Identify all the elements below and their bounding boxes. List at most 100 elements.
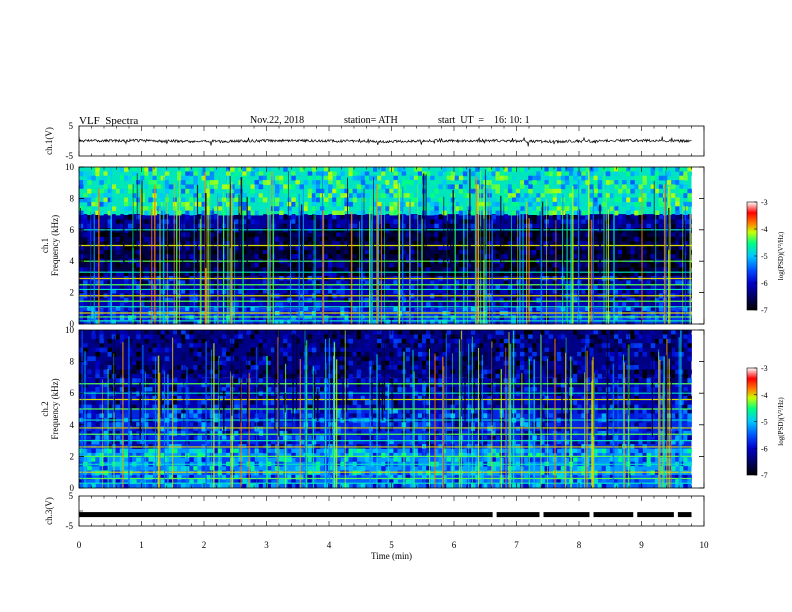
- ch1-spectrogram-cell: [373, 175, 378, 181]
- ch1-spectrogram-cell: [364, 215, 370, 220]
- ch1-spectrogram-cell: [536, 171, 541, 177]
- ch1-spectrogram-cell: [181, 280, 186, 286]
- ch1-spectrogram-cell: [217, 280, 223, 286]
- ch1-spectrogram-cell: [458, 254, 464, 259]
- ch1-spectrogram-cell: [181, 236, 186, 242]
- ch2-spectrogram-cell: [609, 382, 615, 388]
- ch1-spectrogram-cell: [123, 228, 129, 233]
- ch1-spectrogram-cell: [307, 167, 313, 172]
- ch1-spectrogram-cell: [462, 171, 468, 177]
- ch1-spectrogram-cell: [242, 167, 247, 172]
- ch1-spectrogram-cell: [148, 167, 153, 172]
- ch1-spectrogram-cell: [638, 267, 643, 273]
- ch1-spectrogram-cell: [683, 188, 688, 194]
- ch1-spectrogram-cell: [646, 193, 652, 198]
- ch1-spectrogram-cell: [634, 254, 639, 259]
- ch1-spectrogram-cell: [422, 262, 427, 268]
- ch1-spectrogram-cell: [413, 193, 419, 198]
- ch1-spectrogram-cell: [291, 249, 296, 255]
- ch1-spectrogram-cell: [181, 232, 186, 238]
- ch1-spectrogram-cell: [548, 210, 554, 216]
- ch1-spectrogram-cell: [128, 197, 133, 203]
- ch1-spectrogram-cell: [573, 236, 578, 242]
- ch2-spectrogram-cell: [609, 343, 615, 348]
- ch1-spectrogram-cell: [495, 188, 500, 194]
- ch1-spectrogram-cell: [123, 284, 129, 290]
- ch2-spectrogram-cell: [103, 422, 108, 427]
- ch1-spectrogram-cell: [671, 236, 676, 242]
- ch2-spectrogram-cell: [409, 387, 415, 392]
- ch2-spectrogram-cell: [99, 409, 104, 414]
- ch1-spectrogram-cell: [111, 206, 117, 212]
- ch1-spectrogram-cell: [99, 289, 104, 294]
- ch2-spectrogram-cell: [275, 373, 280, 379]
- ch2-spectrogram-cell: [593, 378, 598, 384]
- ch2-spectrogram-cell: [683, 330, 688, 335]
- ch1-spectrogram-cell: [446, 245, 451, 251]
- ch1-spectrogram-cell: [336, 280, 341, 286]
- ch2-spectrogram-cell: [381, 382, 386, 388]
- ch1-spectrogram-cell: [381, 184, 386, 190]
- ch1-spectrogram-cell: [136, 271, 141, 277]
- ch2-spectrogram-cell: [352, 343, 358, 348]
- ch1-spectrogram-cell: [662, 167, 668, 172]
- ch1-spectrogram-cell: [352, 245, 358, 251]
- ch1-spectrogram-cell: [401, 184, 407, 190]
- ch1-spectrogram-cell: [197, 302, 202, 307]
- ch1-spectrogram-cell: [315, 210, 321, 216]
- ch1-spectrogram-cell: [581, 280, 586, 286]
- ch1-spectrogram-cell: [417, 236, 423, 242]
- ch1-spectrogram-cell: [683, 184, 688, 190]
- ch2-spectrogram-cell: [307, 395, 313, 401]
- ch1-spectrogram-cell: [238, 241, 243, 246]
- ch1-spectrogram-cell: [593, 262, 598, 268]
- ch1-spectrogram-cell: [91, 315, 96, 321]
- ch2-spectrogram-cell: [548, 409, 554, 414]
- ch2-spectrogram-cell: [593, 330, 598, 335]
- ch1-spectrogram-cell: [593, 193, 598, 198]
- ch2-spectrogram-cell: [132, 422, 137, 427]
- ch2-spectrogram-cell: [417, 413, 423, 419]
- ch1-spectrogram-cell: [430, 210, 435, 216]
- ch1-spectrogram-cell: [524, 188, 529, 194]
- ch1-spectrogram-cell: [479, 302, 484, 307]
- ch1-spectrogram-cell: [487, 167, 492, 172]
- ch2-spectrogram-cell: [524, 334, 529, 340]
- ch1-spectrogram-cell: [426, 306, 431, 312]
- ch2-spectrogram-cell: [491, 360, 496, 366]
- ch1-spectrogram-cell: [569, 175, 574, 181]
- ch2-spectrogram-cell: [479, 400, 484, 405]
- ch2-spectrogram-cell: [528, 343, 533, 348]
- ch1-spectrogram-cell: [540, 267, 545, 273]
- ch2-spectrogram-cell: [262, 409, 268, 414]
- ch1-spectrogram-cell: [585, 241, 590, 246]
- ch1-spectrogram-cell: [311, 206, 317, 212]
- ch2-spectrogram-cell: [115, 365, 121, 370]
- ch1-spectrogram-cell: [291, 201, 296, 207]
- ch1-spectrogram-cell: [540, 262, 545, 268]
- ch2-spectrogram-cell: [352, 351, 358, 357]
- ch1-spectrogram-image: [78, 167, 692, 325]
- ch2-spectrogram-cell: [148, 334, 153, 340]
- ch1-spectrogram-cell: [511, 175, 517, 181]
- ch1-spectrogram-cell: [675, 206, 680, 212]
- ch1-spectrogram-cell: [234, 215, 239, 220]
- ch1-spectrogram-cell: [466, 267, 472, 273]
- ch1-spectrogram-cell: [217, 249, 223, 255]
- ch2-spectrogram-cell: [483, 343, 488, 348]
- ch1-spectrogram-cell: [217, 201, 223, 207]
- ch1-spectrogram-cell: [646, 289, 652, 294]
- ch1-spectrogram-cell: [107, 180, 113, 185]
- ch1-spectrogram-cell: [291, 167, 296, 172]
- ch1-spectrogram-cell: [434, 188, 439, 194]
- ch1-spectrogram-cell: [123, 245, 129, 251]
- ch2-spectrogram-cell: [279, 395, 284, 401]
- ch1-spectrogram-cell: [197, 315, 202, 321]
- ch1-spectrogram-cell: [144, 306, 149, 312]
- ch1-spectrogram-cell: [132, 241, 137, 246]
- ch1-spectrogram-cell: [119, 302, 125, 307]
- ch1-spectrogram-cell: [144, 184, 149, 190]
- ch1-spectrogram-cell: [528, 319, 533, 325]
- ch1-spectrogram-cell: [299, 280, 304, 286]
- ch1-spectrogram-cell: [503, 188, 509, 194]
